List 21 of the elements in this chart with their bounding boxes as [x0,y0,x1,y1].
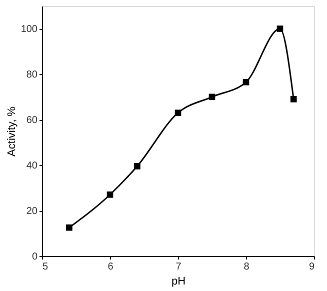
y-tick-label: 0 [32,252,38,262]
point [290,96,297,102]
point [106,191,114,198]
point [208,94,216,100]
x-tick-label: 8 [244,262,250,272]
point [66,224,72,231]
y-tick-label: 40 [26,160,38,172]
x-tick-label: 5 [42,262,48,272]
y-tick-label: 60 [26,115,38,126]
y-tick-label: 100 [20,24,38,36]
point [174,110,182,116]
x-tick-label: 7 [176,262,182,272]
y-tick-label: 80 [26,70,38,81]
x-axis-title: pH [171,276,186,288]
y-tick-label: 20 [26,206,38,218]
point [242,78,250,86]
y-axis-title: Activity, % [6,106,18,156]
x-tick-label: 9 [308,262,315,272]
point [276,26,284,32]
x-tick-label: 6 [108,262,114,272]
point [134,163,140,170]
